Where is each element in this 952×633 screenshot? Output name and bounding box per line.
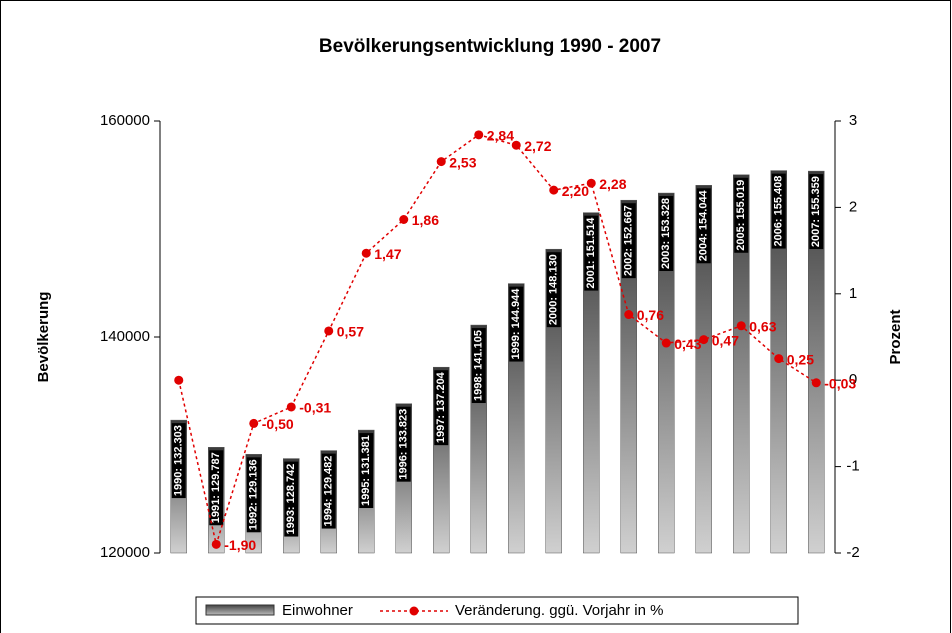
point-label: 2,53 <box>449 154 476 170</box>
point <box>661 338 671 348</box>
bar <box>658 192 675 554</box>
point <box>774 354 784 364</box>
bar-label-bg <box>396 406 411 482</box>
bar-label: 1995: 131.381 <box>360 435 372 506</box>
legend-marker <box>409 606 419 616</box>
point-label: 1,86 <box>412 212 439 228</box>
bar-label: 1993: 128.742 <box>285 464 297 535</box>
y2-axis-title: Prozent <box>887 309 904 364</box>
bar-label: 1990: 132.303 <box>173 425 185 496</box>
bar-label: 2002: 152.667 <box>623 205 635 276</box>
point-label: 2,28 <box>599 176 626 192</box>
bar-label: 1992: 129.136 <box>248 459 260 530</box>
point <box>549 185 559 195</box>
point <box>811 378 821 388</box>
bar-label-bg <box>434 370 449 446</box>
bar-label: 1999: 144.944 <box>510 288 522 360</box>
point-label: 0,25 <box>787 351 814 367</box>
bar-label: 2003: 153.328 <box>660 198 672 269</box>
point-label: 0,76 <box>637 307 664 323</box>
point <box>511 140 521 150</box>
bar-label: 1991: 129.787 <box>210 452 222 523</box>
point <box>586 178 596 188</box>
point-label: 1,47 <box>374 246 401 262</box>
bar <box>583 212 600 554</box>
bar-label-bg <box>284 461 299 537</box>
bar-label-bg <box>734 177 749 253</box>
bar-label: 2005: 155.019 <box>735 180 747 251</box>
point <box>736 321 746 331</box>
point-label: -0,50 <box>262 416 294 432</box>
bar-label-bg <box>321 453 336 529</box>
bar <box>808 170 825 554</box>
bar <box>733 174 750 554</box>
chart-title: Bevölkerungsentwicklung 1990 - 2007 <box>319 36 661 57</box>
y-tick-label: 120000 <box>100 544 150 561</box>
bar <box>620 199 637 554</box>
y2-tick-label: 1 <box>849 285 857 302</box>
point-label: 0,43 <box>674 336 701 352</box>
bar-label: 1994: 129.482 <box>323 456 335 527</box>
bar-label-bg <box>509 286 524 362</box>
point <box>399 214 409 224</box>
bar-label: 2007: 155.359 <box>810 176 822 247</box>
legend <box>195 596 799 625</box>
bar-label-bg <box>546 252 561 328</box>
point-label: 0,63 <box>749 318 776 334</box>
bar-label: 2006: 155.408 <box>773 176 785 247</box>
bar-label: 1997: 137.204 <box>435 371 447 443</box>
point <box>174 375 184 385</box>
point <box>361 248 371 258</box>
bar-label: 1996: 133.823 <box>398 409 410 480</box>
bar-label-bg <box>246 457 261 533</box>
point-label: 0,47 <box>712 332 739 348</box>
bar-label-bg <box>584 215 599 291</box>
bar-label: 2000: 148.130 <box>548 254 560 325</box>
point <box>211 539 221 549</box>
y2-tick-label: 0 <box>849 371 857 388</box>
point-label: 2,72 <box>524 138 551 154</box>
y2-tick-label: -2 <box>846 544 859 561</box>
bar <box>695 185 712 554</box>
bar-label-bg <box>696 188 711 264</box>
bar-label: 2004: 154.044 <box>698 189 710 261</box>
line <box>178 134 817 548</box>
bar-label-bg <box>659 196 674 272</box>
bar-label-bg <box>771 173 786 249</box>
y-tick-label: 140000 <box>100 328 150 345</box>
bar-label: 2001: 151.514 <box>585 217 597 289</box>
legend-label: Veränderung. ggü. Vorjahr in % <box>455 602 663 619</box>
y2-tick-label: 3 <box>849 112 857 129</box>
point <box>249 418 259 428</box>
bar-label-bg <box>209 450 224 526</box>
point <box>324 326 334 336</box>
y-axis-title: Bevölkerung <box>35 292 52 383</box>
legend-swatch <box>205 604 275 616</box>
point <box>436 157 446 167</box>
bar-label-bg <box>621 203 636 279</box>
bar-label-bg <box>809 174 824 250</box>
point <box>624 310 634 320</box>
bar-label: 1998: 141.105 <box>473 330 485 401</box>
y2-tick-label: -1 <box>846 458 859 475</box>
point-label: 2,84 <box>487 128 514 144</box>
bar-label-bg <box>171 423 186 499</box>
y-tick-label: 160000 <box>100 112 150 129</box>
bar-label-bg <box>471 328 486 404</box>
point-label: -1,90 <box>224 537 256 553</box>
point-label: 0,57 <box>337 324 364 340</box>
y2-tick-label: 2 <box>849 198 857 215</box>
point-label: 2,20 <box>562 183 589 199</box>
point <box>699 335 709 345</box>
point-label: -0,03 <box>824 375 856 391</box>
point <box>474 130 484 140</box>
legend-label: Einwohner <box>282 602 353 619</box>
point-label: -0,31 <box>299 400 331 416</box>
bar-label-bg <box>359 433 374 509</box>
point <box>286 402 296 412</box>
